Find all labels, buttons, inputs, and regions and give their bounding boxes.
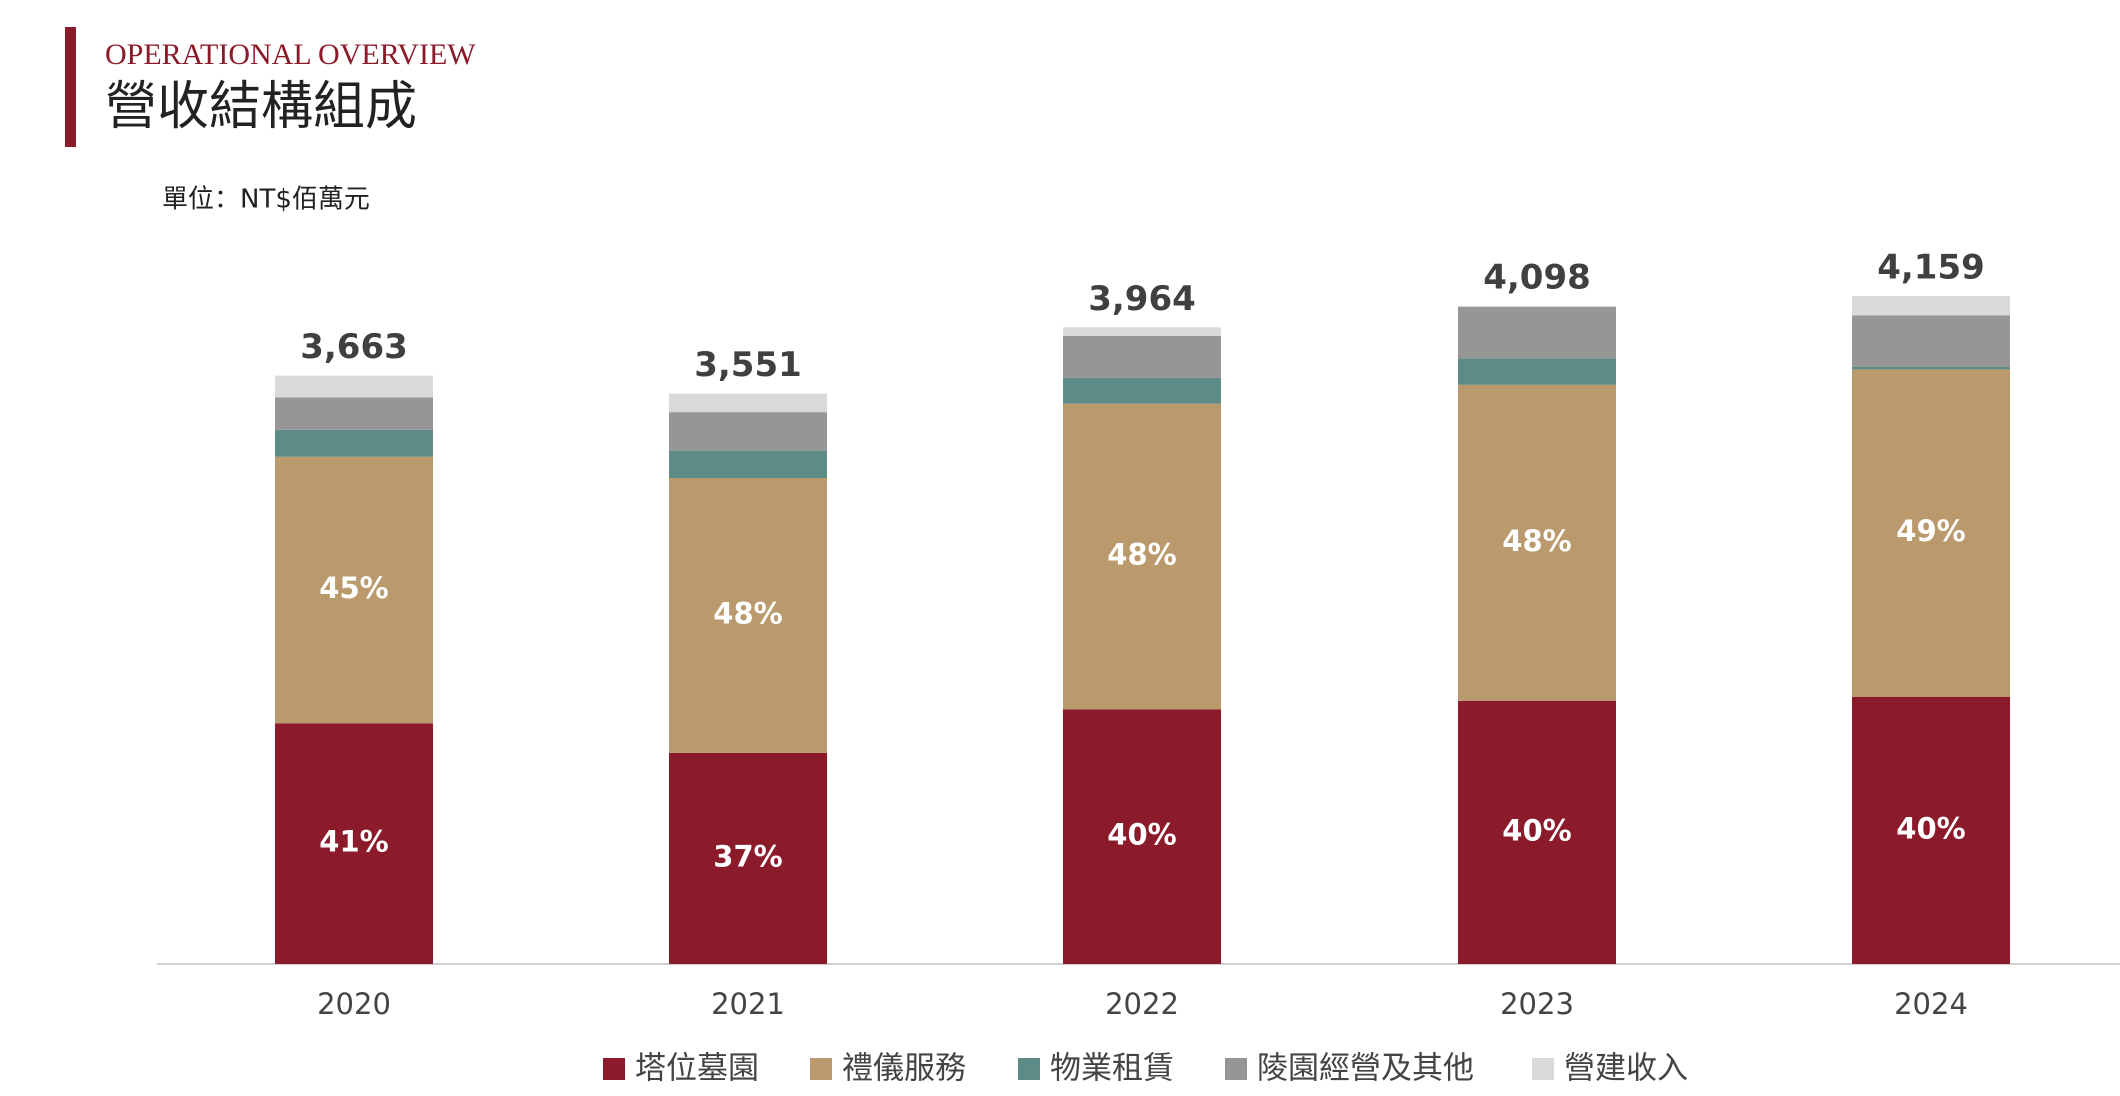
bar-segment bbox=[1458, 305, 1616, 307]
x-tick-label: 2024 bbox=[1894, 987, 1968, 1021]
share-label: 40% bbox=[1896, 811, 1965, 845]
legend-label: 塔位墓園 bbox=[635, 1051, 759, 1087]
bar-segment bbox=[1063, 709, 1221, 964]
legend-swatch bbox=[1532, 1058, 1554, 1080]
legend-label: 物業租賃 bbox=[1050, 1051, 1174, 1087]
total-label: 3,964 bbox=[1088, 279, 1196, 319]
legend-label: 營建收入 bbox=[1564, 1051, 1688, 1087]
bar-segment bbox=[1852, 366, 2010, 370]
legend-swatch bbox=[810, 1058, 832, 1080]
total-label: 3,551 bbox=[694, 345, 802, 385]
x-tick-label: 2023 bbox=[1500, 987, 1574, 1021]
total-label: 3,663 bbox=[300, 327, 408, 367]
bar-segment bbox=[669, 477, 827, 753]
share-label: 49% bbox=[1896, 514, 1965, 548]
bar-segment bbox=[1063, 335, 1221, 378]
bar-segment bbox=[669, 412, 827, 451]
chart-title: 營收結構組成 bbox=[105, 77, 417, 137]
total-label: 4,159 bbox=[1877, 248, 1985, 288]
share-label: 48% bbox=[1502, 524, 1571, 558]
bar-segment bbox=[275, 397, 433, 430]
bar-segment bbox=[669, 393, 827, 413]
bar-segment bbox=[275, 723, 433, 964]
bar-segment bbox=[1852, 696, 2010, 964]
bar-segment bbox=[275, 375, 433, 398]
bar-segment bbox=[1063, 377, 1221, 404]
share-label: 40% bbox=[1502, 813, 1571, 847]
bar-segment bbox=[1852, 369, 2010, 697]
legend-swatch bbox=[603, 1058, 625, 1080]
bar-segment bbox=[1458, 384, 1616, 701]
x-tick-label: 2021 bbox=[711, 987, 785, 1021]
share-label: 48% bbox=[713, 596, 782, 630]
share-label: 41% bbox=[319, 825, 388, 859]
share-label: 48% bbox=[1107, 537, 1176, 571]
bar-segment bbox=[1852, 315, 2010, 367]
bar-segment bbox=[669, 752, 827, 964]
legend-swatch bbox=[1225, 1058, 1247, 1080]
bar-segment bbox=[1458, 358, 1616, 385]
kicker: OPERATIONAL OVERVIEW bbox=[105, 38, 476, 71]
x-tick-label: 2022 bbox=[1105, 987, 1179, 1021]
bar-segment bbox=[1458, 306, 1616, 359]
bar-segment bbox=[275, 456, 433, 724]
bar-segment bbox=[669, 450, 827, 478]
unit-label: 單位：NT$佰萬元 bbox=[162, 185, 370, 215]
bar-segment bbox=[275, 429, 433, 457]
bar-segment bbox=[1063, 403, 1221, 710]
legend-swatch bbox=[1018, 1058, 1040, 1080]
share-label: 40% bbox=[1107, 818, 1176, 852]
title-accent-bar bbox=[65, 27, 76, 147]
bar-segment bbox=[1458, 700, 1616, 964]
total-label: 4,098 bbox=[1483, 257, 1591, 297]
legend-label: 禮儀服務 bbox=[842, 1051, 966, 1087]
share-label: 37% bbox=[713, 839, 782, 873]
bar-segment bbox=[1063, 327, 1221, 336]
share-label: 45% bbox=[319, 571, 388, 605]
bar-segment bbox=[1852, 296, 2010, 316]
legend-label: 陵園經營及其他 bbox=[1257, 1051, 1474, 1087]
x-tick-label: 2020 bbox=[317, 987, 391, 1021]
